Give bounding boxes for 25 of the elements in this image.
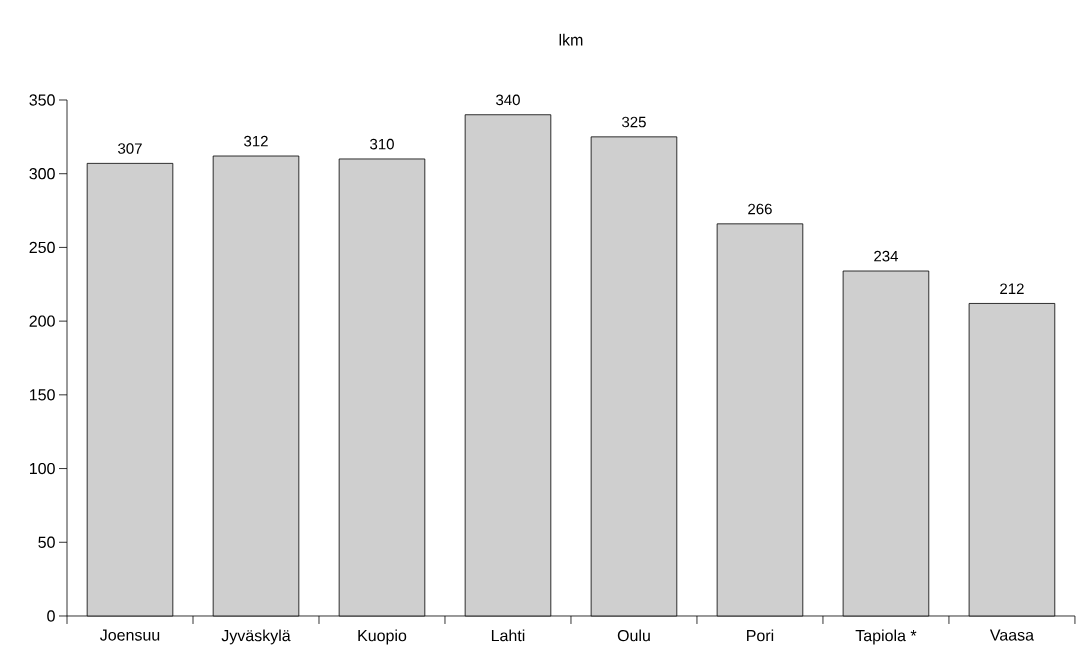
data-label: 340	[496, 94, 520, 106]
y-tick-label: 250	[29, 241, 55, 254]
x-tick-label: Kuopio	[358, 629, 407, 645]
y-tick-label: 100	[30, 462, 55, 475]
y-tick-label: 0	[47, 610, 55, 622]
y-tick-label: 350	[29, 94, 55, 106]
x-tick-label: Oulu	[617, 629, 650, 642]
data-label: 312	[244, 135, 268, 147]
data-label: 310	[370, 138, 394, 150]
x-tick-label: Jyväskylä	[221, 629, 291, 645]
data-label: 307	[118, 143, 142, 154]
data-label: 325	[622, 116, 646, 128]
x-tick-label: Lahti	[491, 629, 525, 642]
data-label: 212	[1000, 283, 1024, 294]
chart-title: lkm	[559, 33, 583, 46]
data-label: 266	[748, 203, 772, 215]
data-label: 234	[874, 250, 899, 262]
x-tick-label: Pori	[747, 629, 774, 642]
y-tick-label: 300	[29, 168, 55, 180]
y-tick-label: 200	[29, 315, 55, 327]
y-tick-label: 150	[30, 389, 55, 401]
x-tick-label: Joensuu	[100, 629, 160, 641]
x-tick-label: Vaasa	[989, 629, 1035, 641]
y-tick-label: 50	[38, 536, 55, 548]
x-tick-label: Tapiola *	[855, 629, 917, 645]
